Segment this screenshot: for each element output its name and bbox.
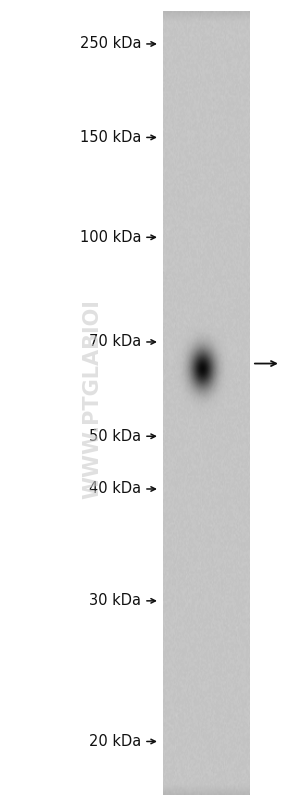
Text: WWW.PTGLABIOI: WWW.PTGLABIOI (82, 300, 102, 499)
Text: 100 kDa: 100 kDa (79, 230, 141, 244)
Text: 50 kDa: 50 kDa (89, 429, 141, 443)
Text: 250 kDa: 250 kDa (79, 37, 141, 51)
Text: 70 kDa: 70 kDa (89, 335, 141, 349)
Text: 20 kDa: 20 kDa (89, 734, 141, 749)
Text: 150 kDa: 150 kDa (80, 130, 141, 145)
Text: 40 kDa: 40 kDa (89, 482, 141, 496)
Text: 30 kDa: 30 kDa (89, 594, 141, 608)
